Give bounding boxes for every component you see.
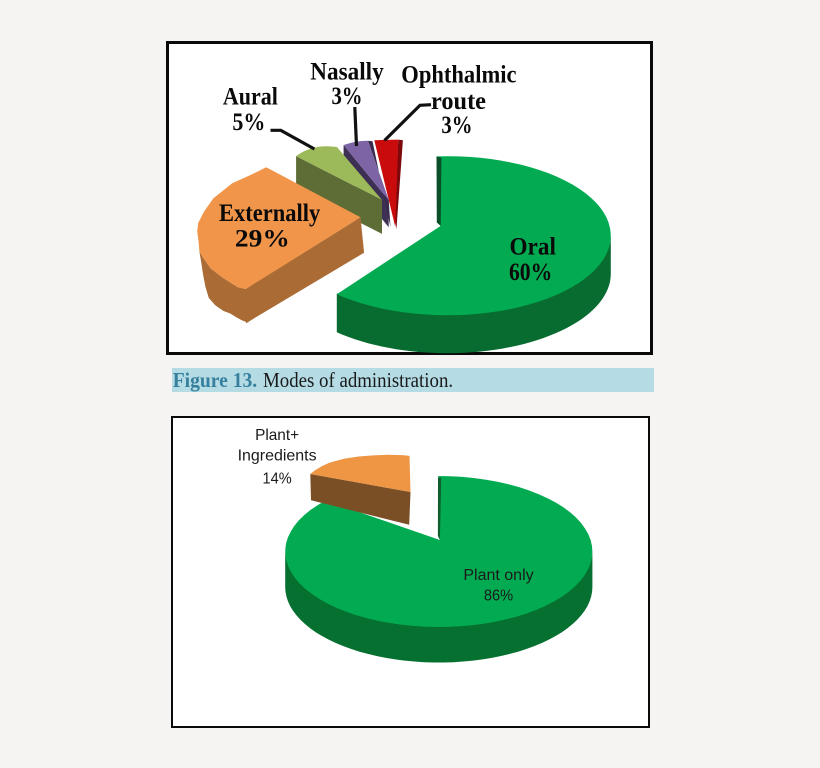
- svg-text:60%: 60%: [509, 259, 552, 286]
- svg-text:Plant only: Plant only: [463, 567, 533, 584]
- svg-text:Aural: Aural: [223, 84, 278, 111]
- svg-text:Ophthalmic: Ophthalmic: [401, 61, 516, 88]
- svg-text:Figure 13.: Figure 13.: [173, 368, 258, 392]
- svg-text:14%: 14%: [263, 471, 292, 488]
- svg-text:3%: 3%: [441, 112, 472, 139]
- svg-text:3%: 3%: [331, 83, 362, 110]
- svg-text:Nasally: Nasally: [310, 59, 384, 86]
- svg-text:Oral: Oral: [510, 233, 556, 260]
- svg-text:route: route: [431, 88, 486, 115]
- svg-text:Plant+: Plant+: [255, 427, 299, 444]
- svg-text:29%: 29%: [235, 226, 290, 253]
- svg-text:Modes of administration.: Modes of administration.: [263, 368, 453, 392]
- svg-text:Ingredients: Ingredients: [238, 447, 317, 464]
- svg-text:86%: 86%: [484, 587, 513, 604]
- svg-text:5%: 5%: [232, 109, 265, 136]
- svg-text:Externally: Externally: [219, 200, 321, 227]
